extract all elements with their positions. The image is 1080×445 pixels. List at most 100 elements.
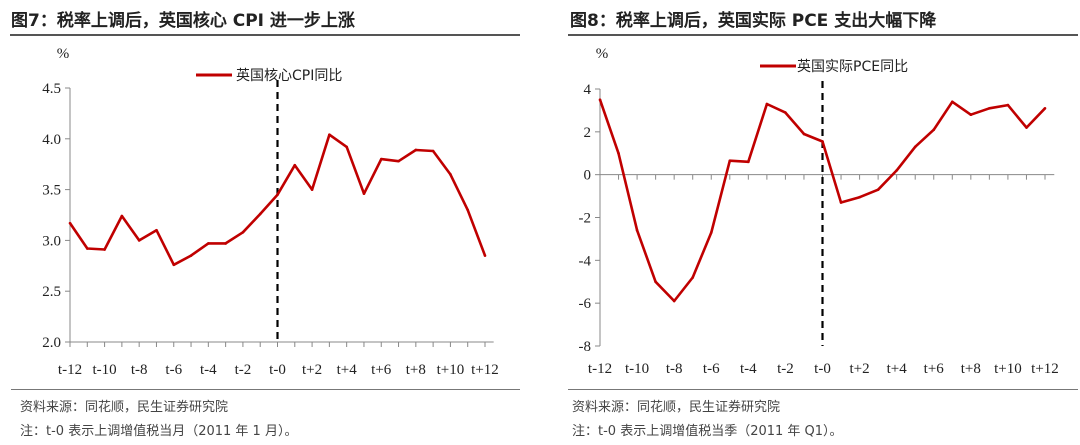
data-point: [747, 160, 750, 164]
x-tick-label: t+2: [850, 361, 870, 377]
data-point: [276, 193, 279, 196]
data-point: [654, 280, 657, 284]
data-point: [672, 299, 676, 303]
x-tick-label: t-2: [235, 362, 252, 378]
x-tick-label: t+10: [994, 361, 1022, 377]
x-tick-label: t-10: [92, 362, 116, 378]
data-point: [328, 133, 331, 137]
y-axis-unit: %: [57, 46, 70, 62]
x-tick-label: t+2: [302, 362, 322, 378]
data-point: [172, 263, 176, 267]
x-tick-label: t-8: [666, 361, 683, 377]
x-tick-label: t+8: [961, 361, 981, 377]
source-note: 资料来源：同花顺，民生证券研究院: [20, 400, 229, 415]
x-tick-label: t-12: [58, 362, 82, 378]
y-axis-unit: %: [596, 46, 609, 62]
title-divider: [568, 34, 1078, 36]
x-tick-label: t+4: [337, 362, 358, 378]
source-note: 资料来源：同花顺，民生证券研究院: [572, 400, 781, 415]
data-point: [1006, 103, 1010, 107]
x-tick-label: t+8: [406, 362, 426, 378]
footnote: 注：t-0 表示上调增值税当季（2011 年 Q1）。: [572, 424, 843, 439]
y-tick-label: 0: [584, 168, 592, 184]
data-point: [1025, 126, 1028, 129]
data-point: [691, 276, 695, 279]
x-tick-label: t+6: [924, 361, 945, 377]
source-divider: [568, 389, 1078, 390]
x-tick-label: t-6: [165, 362, 182, 378]
core-cpi-chart: 2.0 2.5 3.0 3.5 4.0 4.5% t-12 t-10 t-8 t-6 t-4 t-2 t…: [42, 46, 499, 378]
x-tick-label: t-10: [625, 361, 649, 377]
y-tick-label: -8: [579, 339, 592, 355]
data-point: [784, 111, 787, 114]
x-tick-label: t+12: [471, 362, 499, 378]
y-tick-label: 2.0: [42, 335, 61, 351]
legend-label: 英国核心CPI同比: [236, 67, 342, 84]
data-point: [241, 230, 245, 234]
real-pce-chart: -8 -6 -4 -2 0 2 4% t-12 t-10 t-8 t-6 t-4 t-2 t-0 t+2 t+…: [579, 46, 1059, 377]
data-point: [709, 231, 713, 234]
data-point: [293, 163, 297, 167]
figure-title: 图7：税率上调后，英国核心 CPI 进一步上涨: [11, 11, 355, 31]
data-point: [728, 159, 732, 163]
x-tick-label: t-4: [200, 362, 217, 378]
x-tick-label: t+10: [437, 362, 465, 378]
data-point: [635, 229, 639, 232]
y-tick-label: 2.5: [42, 284, 61, 300]
data-point: [449, 173, 452, 176]
data-point: [137, 239, 141, 242]
y-tick-label: 3.5: [42, 183, 61, 199]
data-point: [120, 214, 124, 218]
data-point: [617, 151, 620, 155]
x-tick-label: t+12: [1031, 361, 1059, 377]
data-point: [969, 113, 973, 116]
data-point: [950, 100, 954, 104]
y-tick-label: 3.0: [42, 233, 61, 249]
data-point: [414, 148, 418, 152]
footnote: 注：t-0 表示上调增值税当月（2011 年 1 月）。: [20, 424, 298, 439]
x-tick-label: t-4: [740, 361, 757, 377]
data-point: [483, 254, 487, 257]
data-point: [598, 98, 602, 102]
data-point: [1043, 106, 1047, 110]
data-point: [258, 212, 262, 216]
y-tick-label: 4.0: [42, 132, 61, 148]
data-point: [85, 247, 89, 250]
x-tick-label: t+4: [887, 361, 908, 377]
data-point: [895, 169, 898, 172]
data-point: [362, 192, 366, 195]
data-point: [103, 248, 106, 251]
data-point: [224, 242, 227, 245]
y-tick-label: -2: [579, 211, 592, 227]
y-tick-label: 4: [584, 82, 592, 98]
x-tick-label: t+6: [371, 362, 392, 378]
x-tick-label: t-0: [814, 361, 831, 377]
y-tick-label: -4: [579, 253, 592, 269]
data-point: [466, 208, 470, 212]
x-tick-label: t-8: [131, 362, 148, 378]
legend-label: 英国实际PCE同比: [797, 58, 908, 75]
x-tick-label: t-6: [703, 361, 720, 377]
data-point: [155, 228, 158, 232]
data-point: [913, 145, 917, 149]
data-point: [765, 102, 769, 106]
x-tick-label: t-2: [777, 361, 794, 377]
data-point: [379, 157, 383, 161]
data-point: [858, 195, 861, 199]
data-point: [876, 188, 880, 191]
panel-real-pce: 图8：税率上调后，英国实际 PCE 支出大幅下降 -8 -6 -4 -2 0 2 4% t-1…: [560, 0, 1080, 445]
data-point: [821, 140, 824, 143]
data-point: [397, 159, 400, 163]
data-point: [68, 221, 72, 225]
y-tick-label: -6: [579, 296, 592, 312]
source-divider: [11, 389, 520, 390]
y-tick-label: 2: [584, 125, 592, 141]
data-point: [189, 254, 193, 257]
data-point: [207, 242, 210, 245]
y-tick-label: 4.5: [42, 81, 61, 97]
data-point: [310, 188, 314, 191]
data-point: [345, 145, 348, 149]
x-tick-label: t-12: [588, 361, 612, 377]
data-point: [932, 128, 936, 131]
title-divider: [10, 34, 520, 36]
